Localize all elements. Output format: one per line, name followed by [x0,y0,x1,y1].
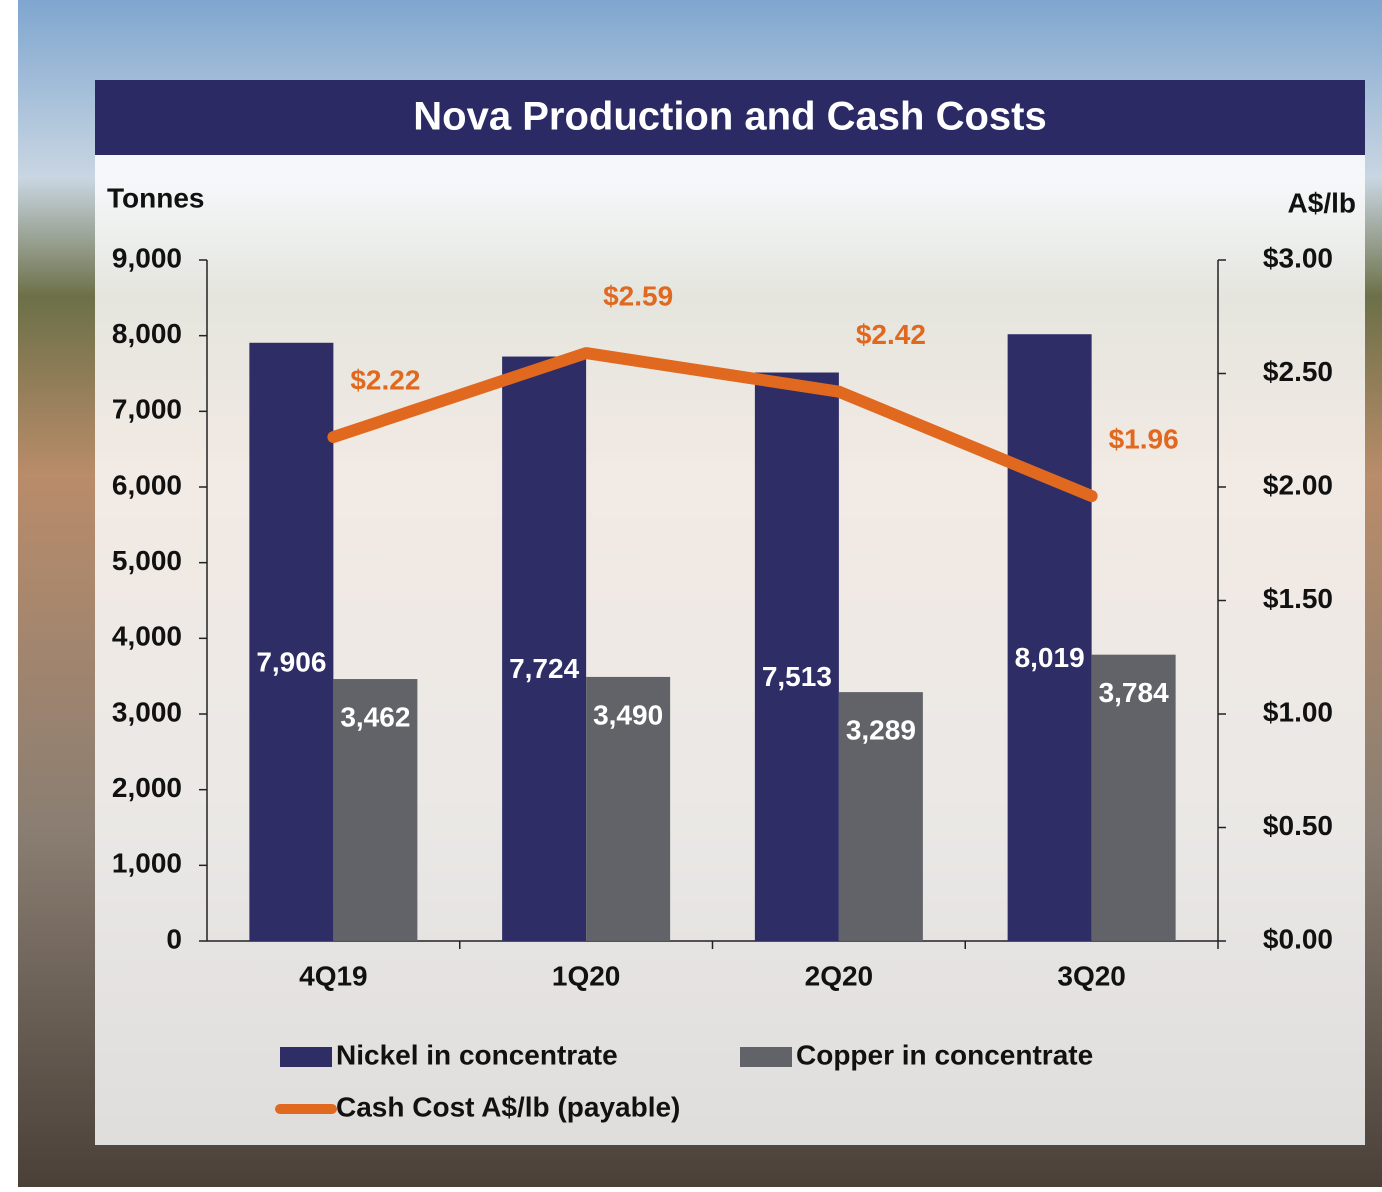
bar [755,373,839,941]
data-label: 3,490 [593,699,663,730]
y-tick-label: 3,000 [112,696,182,727]
y2-tick-label: $2.50 [1263,356,1333,387]
y2-tick-label: $1.00 [1263,696,1333,727]
data-label: $1.96 [1109,423,1179,454]
y-tick-label: 9,000 [112,242,182,273]
y2-tick-label: $0.50 [1263,810,1333,841]
x-tick-label: 4Q19 [299,960,368,991]
data-label: 7,513 [762,661,832,692]
bar [249,343,333,941]
bar [1008,334,1092,941]
chart-title: Nova Production and Cash Costs [413,95,1046,139]
legend-swatch [280,1047,332,1067]
y2-tick-label: $2.00 [1263,469,1333,500]
y-tick-label: 4,000 [112,621,182,652]
y-axis-label: Tonnes [107,182,204,213]
y2-tick-label: $0.00 [1263,923,1333,954]
y-tick-label: 6,000 [112,469,182,500]
y2-tick-label: $1.50 [1263,583,1333,614]
y2-axis-label: A$/lb [1288,187,1356,218]
y-tick-label: 1,000 [112,848,182,879]
data-label: 7,906 [256,646,326,677]
x-tick-label: 3Q20 [1057,960,1126,991]
x-tick-label: 2Q20 [805,960,874,991]
y-tick-label: 7,000 [112,394,182,425]
data-label: 8,019 [1015,642,1085,673]
legend-label: Cash Cost A$/lb (payable) [336,1091,680,1122]
y-tick-label: 8,000 [112,318,182,349]
data-label: $2.42 [856,319,926,350]
y-tick-label: 2,000 [112,772,182,803]
legend-label: Copper in concentrate [796,1039,1093,1070]
data-label: $2.22 [350,364,420,395]
legend-swatch [740,1047,792,1067]
bar [502,357,586,941]
x-tick-label: 1Q20 [552,960,621,991]
data-label: 3,462 [340,701,410,732]
y2-tick-label: $3.00 [1263,242,1333,273]
legend-label: Nickel in concentrate [336,1039,618,1070]
chart: Nova Production and Cash Costs Tonnes A$… [0,0,1382,1187]
data-label: 3,784 [1099,677,1169,708]
y-tick-label: 0 [166,923,182,954]
data-label: $2.59 [603,280,673,311]
y-tick-label: 5,000 [112,545,182,576]
data-label: 7,724 [509,653,579,684]
data-label: 3,289 [846,715,916,746]
